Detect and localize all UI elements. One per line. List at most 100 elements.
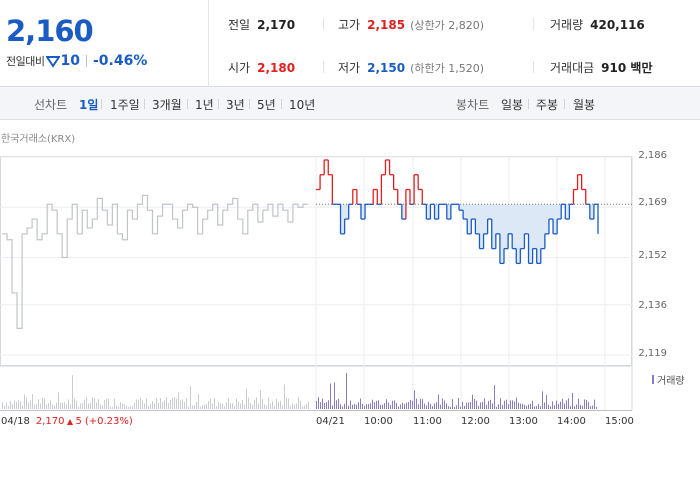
volume-bar: [156, 397, 157, 409]
volume-bar: [404, 404, 405, 409]
volume-bar: [518, 402, 519, 409]
tab-monthly[interactable]: 월봉: [573, 98, 596, 112]
volume-bar: [268, 397, 269, 409]
volume-bar: [158, 402, 159, 409]
volume-bar: [532, 400, 533, 409]
volume-bar: [256, 397, 257, 409]
volume-bar: [290, 406, 291, 409]
stat-value: 2,185: [367, 18, 406, 32]
volume-bar: [192, 405, 193, 409]
volume-bar: [84, 399, 85, 409]
volume-bar: [144, 403, 145, 409]
volume-bar: [370, 403, 371, 409]
tab-divider: [564, 99, 565, 109]
tab-5y[interactable]: 5년: [257, 98, 276, 112]
volume-bar: [2, 402, 3, 409]
volume-bar: [280, 400, 281, 409]
tab-1w[interactable]: 1주일: [110, 98, 140, 112]
y-tick: 2,169: [638, 197, 667, 208]
volume-bar: [384, 403, 385, 409]
volume-bar: [60, 402, 61, 409]
volume-bar: [92, 397, 93, 409]
volume-bar: [48, 402, 49, 409]
divider: [533, 18, 534, 30]
volume-bar: [172, 397, 173, 409]
volume-bar: [264, 404, 265, 409]
volume-bar: [246, 388, 247, 409]
volume-bar: [420, 398, 421, 409]
volume-bar: [178, 392, 179, 409]
stat-label: 고가: [338, 18, 361, 32]
volume-bar: [362, 403, 363, 409]
tab-daily[interactable]: 일봉: [501, 98, 524, 112]
volume-bar: [308, 401, 309, 409]
volume-bar: [520, 403, 521, 409]
volume-bar: [514, 401, 515, 409]
stat-high: 고가 2,185 (상한가 2,820): [338, 16, 484, 33]
volume-bar: [220, 402, 221, 409]
tab-weekly[interactable]: 주봉: [536, 98, 559, 112]
volume-bar: [580, 405, 581, 409]
volume-bar: [394, 400, 395, 409]
volume-bar: [224, 406, 225, 409]
below-reference-fill: [316, 204, 598, 264]
volume-bar: [406, 402, 407, 409]
volume-bar: [138, 399, 139, 409]
volume-bar: [278, 401, 279, 409]
tab-divider: [187, 99, 188, 109]
volume-bar: [26, 397, 27, 409]
volume-bar: [276, 398, 277, 409]
tab-1d[interactable]: 1일: [79, 98, 99, 112]
volume-bar: [228, 397, 229, 409]
volume-bar: [432, 406, 433, 409]
volume-bar: [560, 401, 561, 409]
volume-bar: [250, 402, 251, 409]
volume-bar: [284, 384, 285, 409]
volume-bar: [496, 406, 497, 409]
volume-bar: [438, 394, 439, 409]
x-tick: 04/21: [316, 416, 345, 427]
volume-bar: [146, 398, 147, 409]
volume-bar: [218, 402, 219, 409]
volume-bar: [448, 406, 449, 409]
volume-bar: [540, 406, 541, 409]
tab-3y[interactable]: 3년: [226, 98, 245, 112]
volume-bar: [326, 402, 327, 409]
volume-bar: [28, 402, 29, 409]
volume-bar: [538, 404, 539, 409]
volume-bar: [38, 399, 39, 409]
volume-bar: [350, 400, 351, 409]
volume-bar: [488, 400, 489, 409]
stat-sub: (하한가 1,520): [410, 62, 484, 75]
volume-bar: [202, 405, 203, 409]
tab-10y[interactable]: 10년: [289, 98, 316, 112]
volume-bar: [364, 405, 365, 409]
volume-bar: [476, 400, 477, 409]
volume-bar: [360, 398, 361, 409]
volume-bar: [66, 404, 67, 409]
volume-bar: [464, 405, 465, 409]
volume-bar: [132, 405, 133, 409]
volume-bar: [574, 406, 575, 409]
volume-bar: [298, 397, 299, 409]
volume-bar: [16, 402, 17, 409]
volume-bar: [378, 400, 379, 409]
volume-bar: [392, 400, 393, 409]
volume-bar: [592, 405, 593, 409]
volume-bar: [490, 399, 491, 409]
x-tick: 12:00: [461, 416, 490, 427]
divider: [533, 61, 534, 73]
volume-bar: [570, 406, 571, 409]
volume-legend-label: 거래량: [657, 376, 685, 387]
volume-bar: [120, 402, 121, 409]
volume-bar: [44, 398, 45, 409]
tab-1y[interactable]: 1년: [195, 98, 214, 112]
tab-3m[interactable]: 3개월: [152, 98, 182, 112]
volume-bar: [168, 402, 169, 409]
volume-bar: [254, 399, 255, 409]
volume-bar: [40, 403, 41, 409]
volume-bar: [462, 401, 463, 409]
volume-bar: [166, 397, 167, 409]
volume-bar: [450, 406, 451, 409]
